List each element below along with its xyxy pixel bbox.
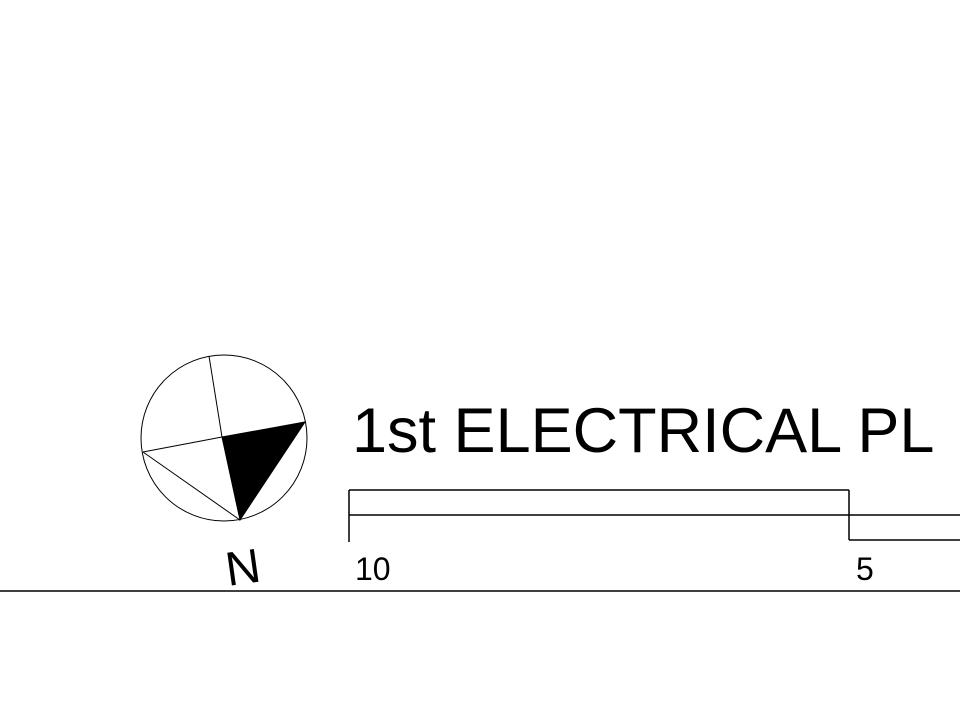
north-arrow-line-left [142, 436, 223, 453]
north-label: N [222, 540, 264, 597]
scale-bar [348, 489, 960, 542]
scale-label-5: 5 [856, 551, 874, 587]
north-arrow-line-lower [142, 451, 241, 521]
north-arrow-icon [140, 354, 308, 522]
north-arrow-pointer [221, 421, 307, 522]
scale-label-10: 10 [355, 551, 391, 587]
drawing-title: 1st ELECTRICAL PL [352, 396, 934, 466]
north-arrow-line-top [208, 355, 223, 438]
